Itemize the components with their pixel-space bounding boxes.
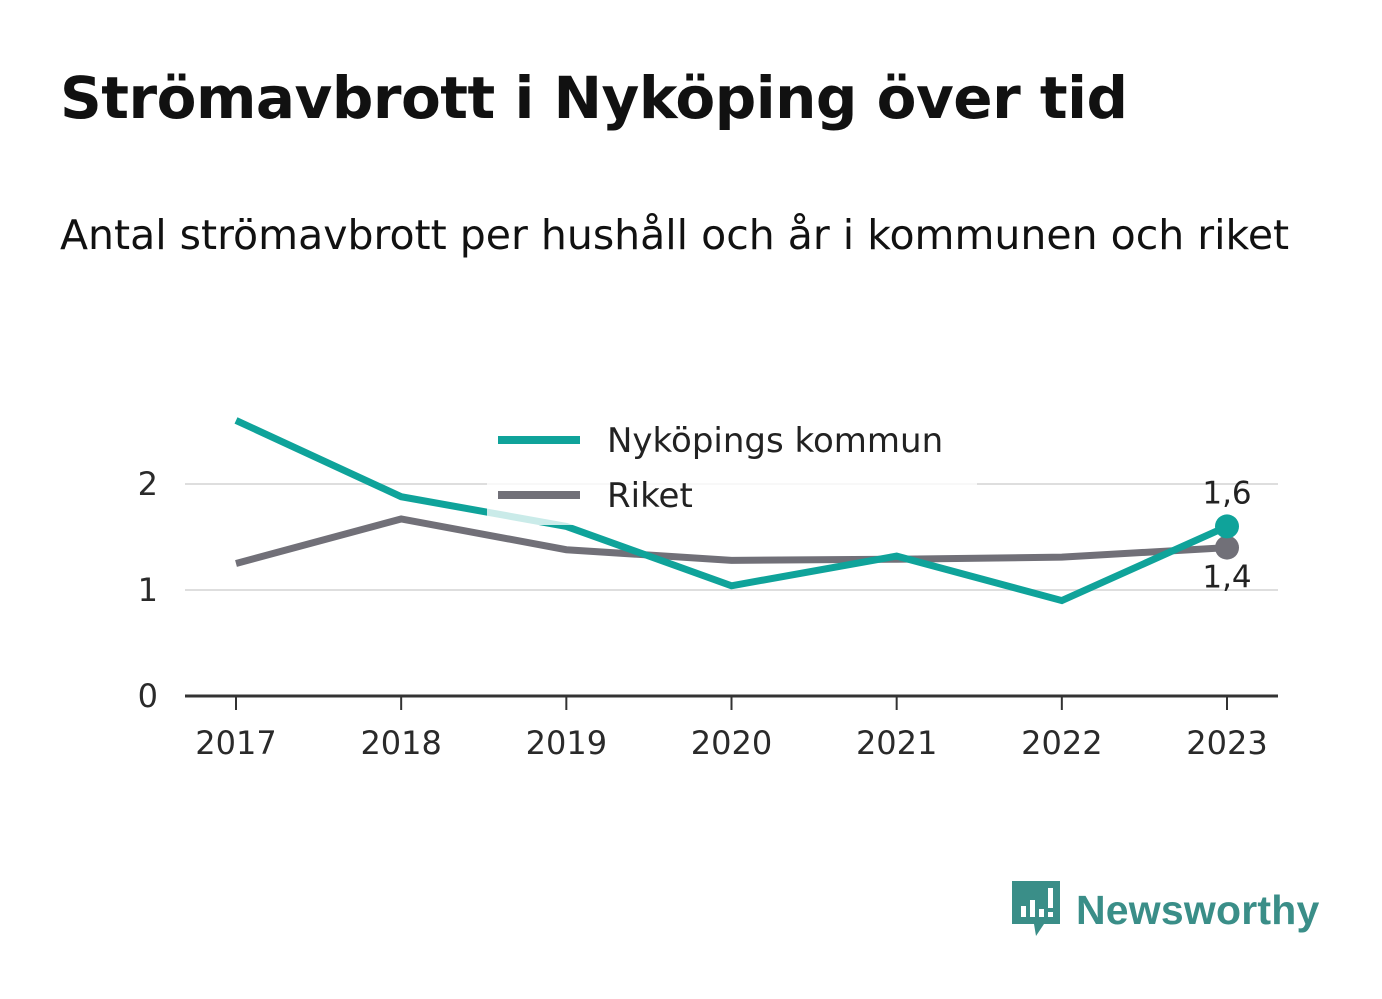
legend-label-riket: Riket (607, 476, 693, 516)
bar-chart-speech-bubble-icon (1010, 878, 1062, 942)
y-tick-label-0: 0 (138, 677, 158, 715)
newsworthy-logo: Newsworthy (1010, 878, 1320, 942)
legend-background (487, 410, 977, 525)
end-label-nykoping: 1,6 (1202, 475, 1251, 511)
x-tick-label-2019: 2019 (526, 724, 607, 762)
y-tick-label-1: 1 (138, 571, 158, 609)
end-marker-nykoping (1215, 514, 1239, 539)
y-tick-label-2: 2 (138, 465, 158, 503)
x-tick-label-2023: 2023 (1186, 724, 1267, 762)
x-tick-label-2017: 2017 (195, 724, 276, 762)
series-line-nykoping (234, 417, 1229, 605)
series-line-riket (235, 515, 1228, 567)
x-tick-label-2021: 2021 (856, 724, 937, 762)
chart-subtitle: Antal strömavbrott per hushåll och år i … (60, 211, 1290, 259)
brand-name: Newsworthy (1076, 886, 1320, 933)
x-tick-label-2022: 2022 (1021, 724, 1102, 762)
x-tick-label-2020: 2020 (691, 724, 772, 762)
chart-title: Strömavbrott i Nyköping över tid (60, 64, 1128, 132)
end-label-riket: 1,4 (1202, 560, 1251, 596)
legend-label-nykoping: Nyköpings kommun (607, 421, 943, 461)
end-marker-riket (1215, 535, 1239, 560)
x-tick-label-2018: 2018 (360, 724, 441, 762)
